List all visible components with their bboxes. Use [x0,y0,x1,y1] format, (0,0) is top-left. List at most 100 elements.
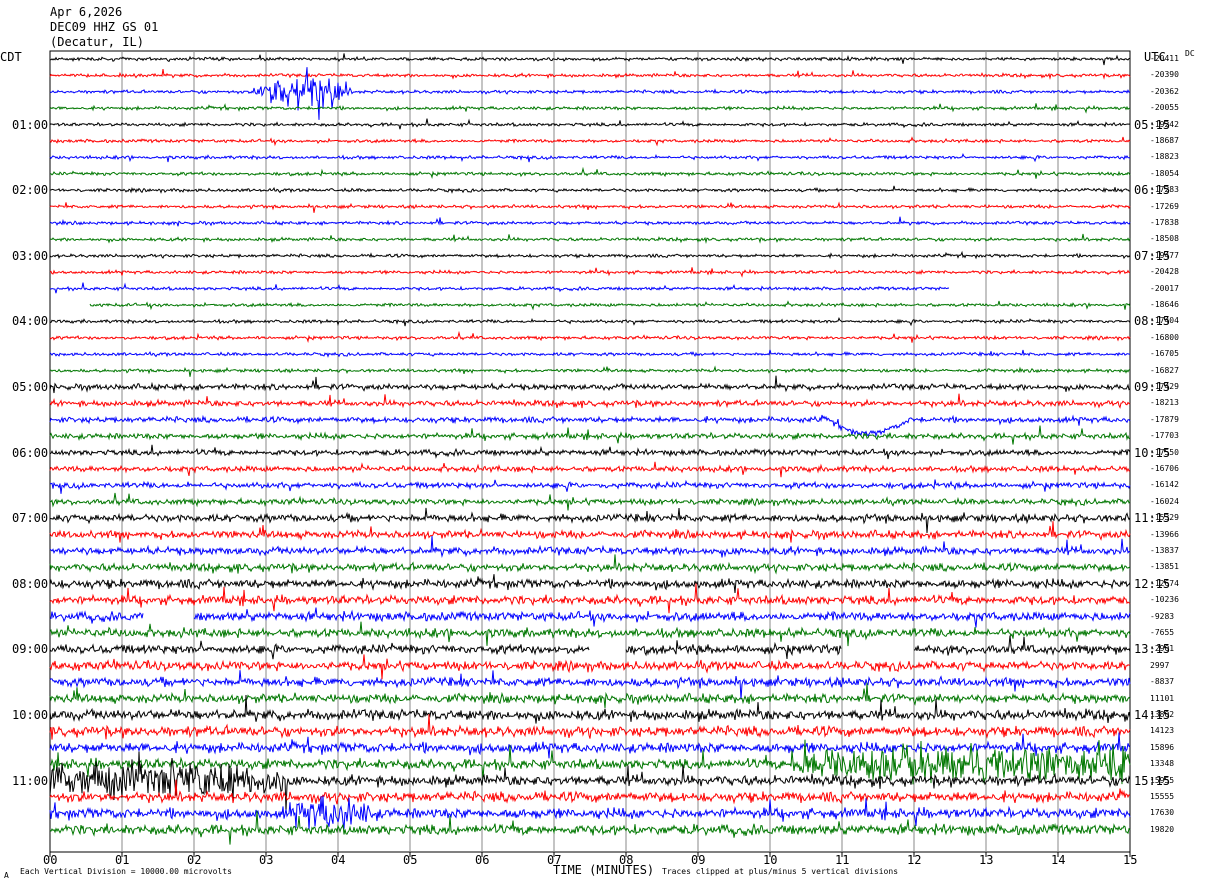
dc-offset-15: -18646 [1150,300,1179,309]
right-hour-label-12:15: 12:15 [1134,576,1171,591]
trace-27 [50,492,1131,511]
right-hour-label-08:15: 08:15 [1134,314,1171,329]
dc-offset-23: -17703 [1150,431,1179,441]
left-hour-label-10:00: 10:00 [12,708,49,722]
dc-offset-36: -2901 [1150,644,1175,654]
dc-offset-1: -20390 [1150,70,1179,80]
dc-offset-22: -17879 [1150,414,1179,424]
x-tick-label-13: 13 [979,853,994,867]
trace-22 [49,414,1131,438]
trace-43 [49,739,1131,785]
x-tick-label-01: 01 [115,853,130,867]
dc-offset-43: 13348 [1150,759,1175,769]
dc-offset-27: -16024 [1150,496,1179,506]
trace-3 [49,103,1131,114]
x-tick-label-00: 00 [43,853,58,867]
right-hour-label-10:15: 10:15 [1134,445,1171,460]
trace-36 [49,635,1131,660]
left-axis-label: CDT [0,50,22,64]
trace-42 [49,732,1131,759]
x-tick-label-04: 04 [331,853,346,867]
dc-offset-35: -7655 [1150,628,1175,637]
left-hour-label-01:00: 01:00 [12,117,49,132]
footer-left: Each Vertical Division = 10000.00 microv… [20,867,232,876]
dc-offset-32: -12674 [1150,578,1179,588]
x-tick-label-15: 15 [1123,853,1138,867]
left-hour-label-05:00: 05:00 [12,380,49,394]
right-hour-label-07:15: 07:15 [1134,248,1171,263]
footer-right: Traces clipped at plus/minus 5 vertical … [662,867,899,876]
trace-12 [49,250,1131,260]
dc-offset-2: -20362 [1150,86,1179,96]
left-hour-label-03:00: 03:00 [12,248,49,263]
trace-29 [49,521,1131,543]
left-hour-label-09:00: 09:00 [12,642,49,657]
trace-2 [49,67,1131,120]
dc-offset-37: 2997 [1150,660,1170,670]
trace-47 [49,810,1131,845]
trace-4 [49,118,1131,130]
trace-7 [50,166,1131,180]
x-tick-label-07: 07 [547,853,562,867]
right-hour-label-13:15: 13:15 [1134,642,1171,657]
dc-offset-44: 15955 [1150,775,1175,785]
left-hour-label-04:00: 04:00 [12,314,49,329]
dc-offset-17: -16800 [1150,332,1179,342]
trace-40 [49,694,1131,724]
left-hour-label-07:00: 07:00 [12,511,49,526]
trace-23 [49,425,1131,445]
dc-offset-47: 19820 [1150,824,1175,834]
trace-30 [49,535,1131,558]
dc-offset-12: -19477 [1150,250,1179,260]
x-tick-label-09: 09 [691,853,706,867]
dc-offset-26: -16142 [1150,480,1179,490]
x-tick-label-03: 03 [259,853,274,867]
dc-offset-39: 11101 [1150,693,1175,703]
header-date: Apr 6,2026 [50,5,123,19]
dc-label: DC [1185,49,1195,58]
trace-46 [49,795,1131,830]
x-tick-label-02: 02 [187,853,202,867]
trace-10 [49,216,1131,227]
dc-offset-33: -10236 [1150,595,1179,605]
x-tick-label-12: 12 [907,853,922,867]
x-tick-label-11: 11 [835,853,850,867]
dc-offset-6: -18823 [1150,152,1179,162]
trace-34 [49,607,1131,628]
dc-offset-38: -8837 [1150,677,1175,687]
dc-offset-0: -20411 [1150,54,1179,63]
dc-offset-21: -18213 [1150,398,1179,408]
dc-offset-5: -18687 [1150,136,1179,145]
corner-mark: A [4,871,9,880]
dc-offset-30: -13837 [1150,546,1179,555]
trace-17 [49,330,1131,344]
header-location: (Decatur, IL) [50,35,144,49]
right-hour-label-05:15: 05:15 [1134,117,1171,132]
trace-19 [49,365,1131,377]
dc-offset-40: 13802 [1150,710,1175,719]
trace-26 [50,479,1131,494]
left-hour-label-11:00: 11:00 [12,773,49,788]
dc-offset-4: -19242 [1150,119,1179,129]
left-hour-label-08:00: 08:00 [12,576,49,591]
x-tick-label-08: 08 [619,853,634,867]
right-axis-label: UTC [1144,50,1166,64]
trace-44 [49,751,1131,811]
dc-offset-3: -20055 [1150,103,1179,113]
trace-35 [49,621,1131,647]
dc-offset-18: -16705 [1150,349,1179,359]
dc-offset-19: -16827 [1150,365,1179,375]
trace-31 [49,554,1131,575]
dc-offset-34: -9283 [1150,611,1175,621]
dc-offset-24: -17550 [1150,447,1179,457]
trace-25 [49,461,1131,478]
dc-offset-25: -16706 [1150,464,1179,473]
dc-offset-20: -17429 [1150,382,1179,391]
trace-11 [49,233,1131,244]
trace-1 [49,69,1131,80]
dc-offset-10: -17838 [1150,218,1179,227]
trace-9 [49,201,1131,213]
dc-offset-14: -20017 [1150,283,1179,293]
trace-32 [49,574,1131,594]
